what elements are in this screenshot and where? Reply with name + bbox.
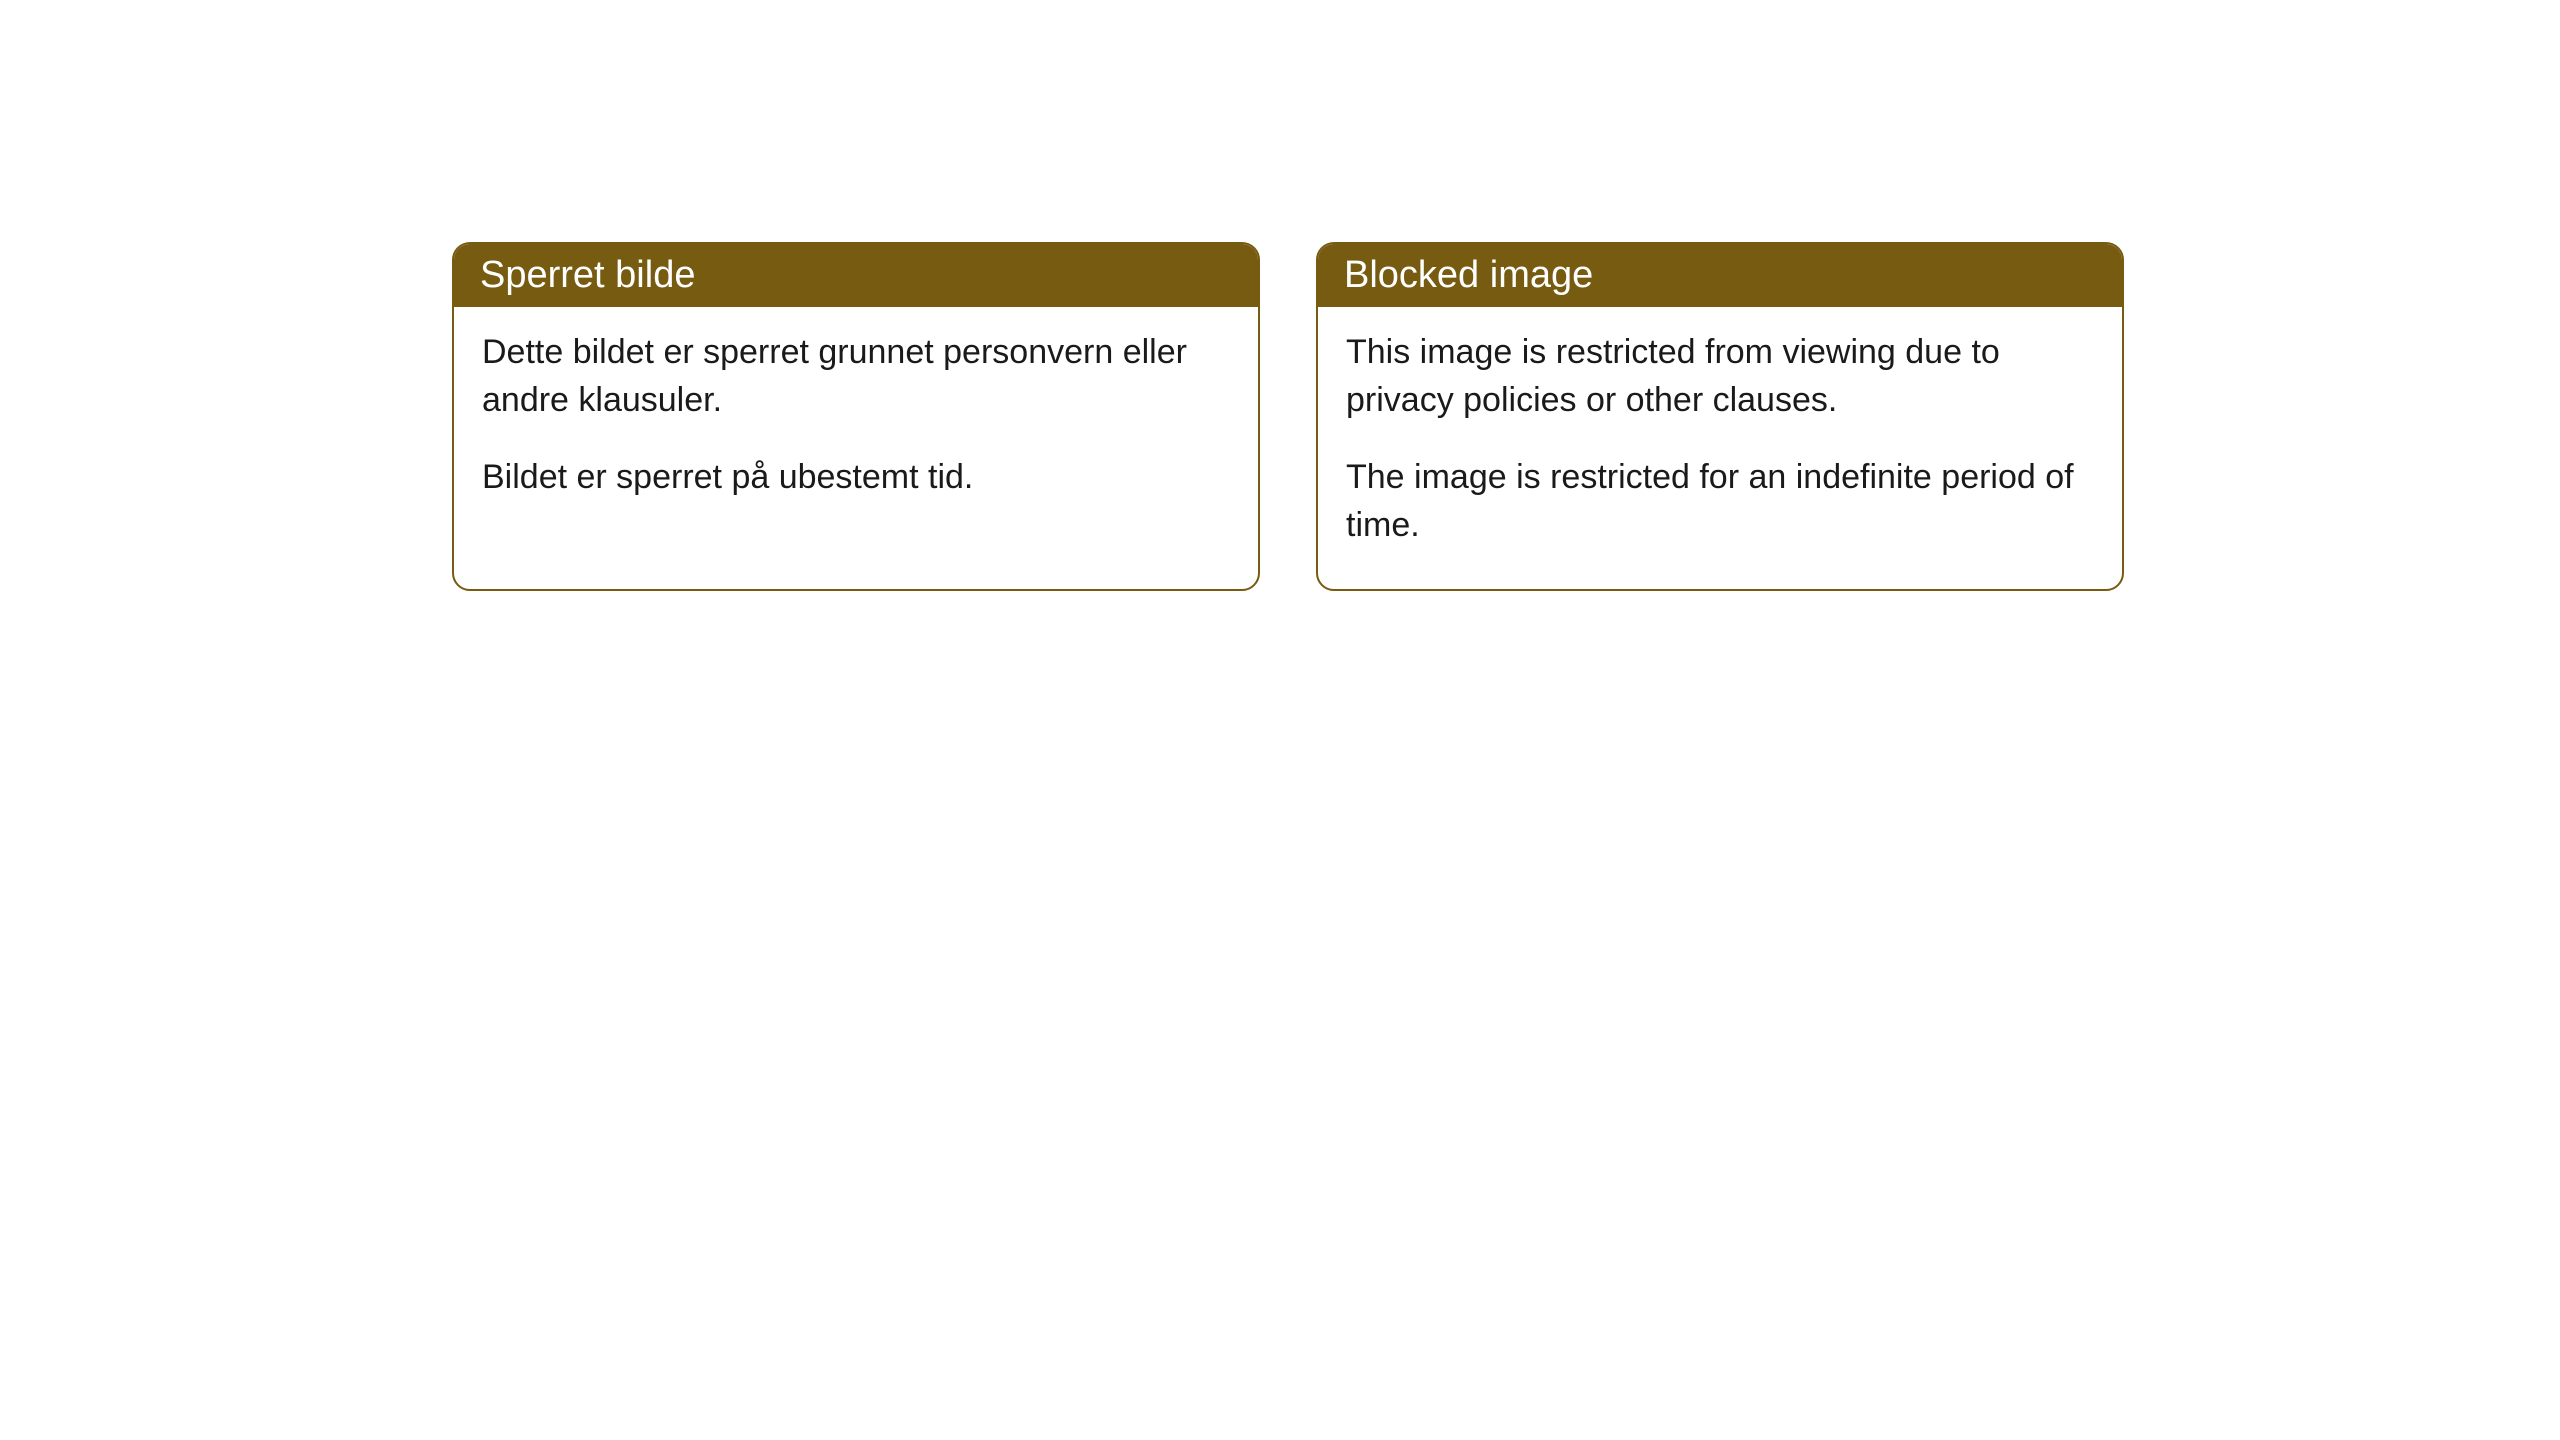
card-paragraph: Bildet er sperret på ubestemt tid. (482, 454, 1230, 502)
info-card-norwegian: Sperret bilde Dette bildet er sperret gr… (452, 242, 1260, 591)
card-title: Sperret bilde (480, 254, 695, 296)
card-body: Dette bildet er sperret grunnet personve… (454, 307, 1258, 542)
card-header: Sperret bilde (454, 244, 1258, 307)
card-body: This image is restricted from viewing du… (1318, 307, 2122, 589)
card-paragraph: The image is restricted for an indefinit… (1346, 454, 2094, 549)
info-cards-container: Sperret bilde Dette bildet er sperret gr… (452, 242, 2124, 591)
card-paragraph: This image is restricted from viewing du… (1346, 329, 2094, 424)
card-title: Blocked image (1344, 254, 1593, 296)
info-card-english: Blocked image This image is restricted f… (1316, 242, 2124, 591)
card-header: Blocked image (1318, 244, 2122, 307)
card-paragraph: Dette bildet er sperret grunnet personve… (482, 329, 1230, 424)
